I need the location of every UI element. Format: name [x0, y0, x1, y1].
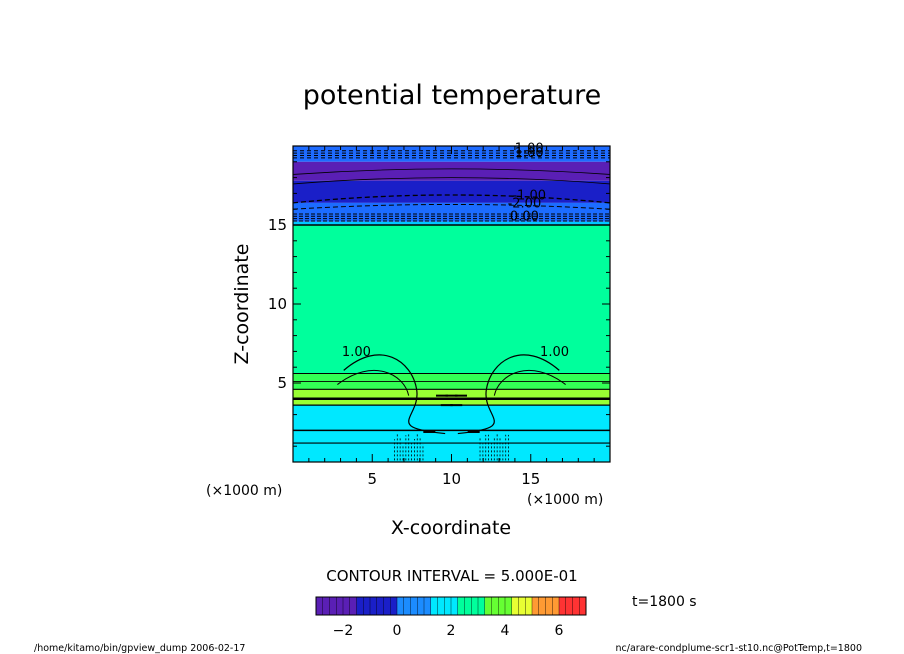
- band-7: [293, 389, 610, 406]
- y-tick-label: 10: [268, 295, 287, 313]
- contour-line: [292, 177, 611, 185]
- colorbar-cell: [545, 597, 553, 615]
- x-axis-label: X-coordinate: [391, 517, 511, 539]
- colorbar-cell: [363, 597, 371, 615]
- colorbar-cell: [417, 597, 425, 615]
- colorbar-cell: [403, 597, 411, 615]
- colorbar-tick-label: −2: [333, 623, 354, 639]
- band-8: [293, 405, 610, 462]
- colorbar-cell: [376, 597, 384, 615]
- x-tick-label: 10: [442, 470, 461, 488]
- colorbar: −2 0 2 4 6: [315, 596, 587, 639]
- colorbar-cell: [390, 597, 398, 615]
- contour-label: 1.00: [342, 345, 371, 360]
- colorbar-cell: [343, 597, 351, 615]
- colorbar-cell: [464, 597, 472, 615]
- plume-contour: [337, 369, 410, 396]
- colorbar-tick-label: 4: [501, 623, 510, 639]
- colorbar-cell: [552, 597, 560, 615]
- time-label: t=1800 s: [632, 594, 697, 610]
- colorbar-cell: [572, 597, 580, 615]
- colorbar-cell: [559, 597, 567, 615]
- colorbar-cell: [505, 597, 513, 615]
- colorbar-cell: [410, 597, 418, 615]
- contour-line: [292, 203, 611, 210]
- footer-left: /home/kitamo/bin/gpview_dump 2006-02-17: [34, 643, 245, 654]
- colorbar-cell: [444, 597, 452, 615]
- colorbar-cell: [356, 597, 364, 615]
- colorbar-cell: [383, 597, 391, 615]
- contour-label: 1.00: [540, 345, 569, 360]
- colorbar-cell: [451, 597, 459, 615]
- colorbar-cell: [525, 597, 533, 615]
- colorbar-cell: [336, 597, 344, 615]
- colorbar-cell: [491, 597, 499, 615]
- y-tick-label: 15: [268, 216, 287, 234]
- contour-label: -2.00: [508, 197, 542, 212]
- colorbar-tick-label: 0: [393, 623, 402, 639]
- colorbar-cell: [329, 597, 337, 615]
- y-axis-label: Z-coordinate: [231, 244, 253, 365]
- band-3: [293, 202, 610, 222]
- contour-line: [292, 168, 611, 175]
- colorbar-frame: [315, 596, 587, 616]
- colorbar-cell: [430, 597, 438, 615]
- colorbar-tick-label: 2: [447, 623, 456, 639]
- x-axis-unit: (×1000 m): [527, 492, 603, 508]
- plume-contour: [493, 369, 566, 396]
- colorbar-cell: [498, 597, 506, 615]
- colorbar-cell: [457, 597, 465, 615]
- colorbar-cell: [511, 597, 519, 615]
- contour-line: [292, 194, 611, 204]
- colorbar-cell: [518, 597, 526, 615]
- colorbar-cell: [579, 597, 587, 615]
- colorbar-cell: [322, 597, 330, 615]
- colorbar-cell: [424, 597, 432, 615]
- band-4: [293, 221, 610, 225]
- contour-label: -1.00: [512, 189, 546, 204]
- colorbar-cell: [316, 597, 324, 615]
- colorbar-cell: [565, 597, 573, 615]
- colorbar-cell: [349, 597, 357, 615]
- colorbar-cell: [397, 597, 405, 615]
- colorbar-cell: [484, 597, 492, 615]
- y-tick-label: 5: [277, 374, 287, 392]
- chart-title: potential temperature: [303, 80, 601, 111]
- y-axis-unit: (×1000 m): [206, 483, 282, 499]
- band-5: [293, 225, 610, 374]
- plume-contour: [343, 354, 446, 435]
- contour-interval-text: CONTOUR INTERVAL = 5.000E-01: [326, 567, 577, 585]
- x-tick-label: 15: [521, 470, 540, 488]
- x-tick-label: 5: [367, 470, 377, 488]
- colorbar-cell: [437, 597, 445, 615]
- colorbar-tick-label: 6: [555, 623, 564, 639]
- contour-label: 1.00: [515, 141, 544, 156]
- colorbar-cell: [471, 597, 479, 615]
- colorbar-cell: [538, 597, 546, 615]
- band-1: [293, 161, 610, 181]
- contour-label: 1.00: [515, 146, 544, 161]
- colorbar-cell: [370, 597, 378, 615]
- colorbar-cell: [478, 597, 486, 615]
- footer-right: nc/arare-condplume-scr1-st10.nc@PotTemp,…: [616, 643, 862, 654]
- plume-contour: [457, 354, 560, 435]
- band-2: [293, 180, 610, 203]
- contour-label: 0.00: [510, 209, 539, 224]
- colorbar-cell: [532, 597, 540, 615]
